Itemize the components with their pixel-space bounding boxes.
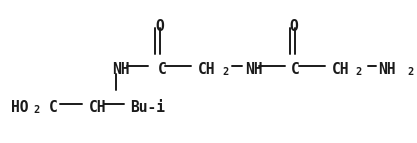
Text: O: O [155,19,164,33]
Text: C: C [158,62,167,77]
Text: C: C [48,100,57,115]
Text: 2: 2 [34,105,40,115]
Text: 2: 2 [407,67,414,77]
Text: HO: HO [11,100,28,115]
Text: NH: NH [379,62,396,77]
Text: NH: NH [112,62,130,77]
Text: 2: 2 [356,67,362,77]
Text: 2: 2 [222,67,228,77]
Text: CH: CH [332,62,349,77]
Text: NH: NH [245,62,262,77]
Text: Bu-i: Bu-i [130,100,165,115]
Text: CH: CH [198,62,216,77]
Text: O: O [290,19,299,33]
Text: CH: CH [88,100,106,115]
Text: C: C [291,62,299,77]
